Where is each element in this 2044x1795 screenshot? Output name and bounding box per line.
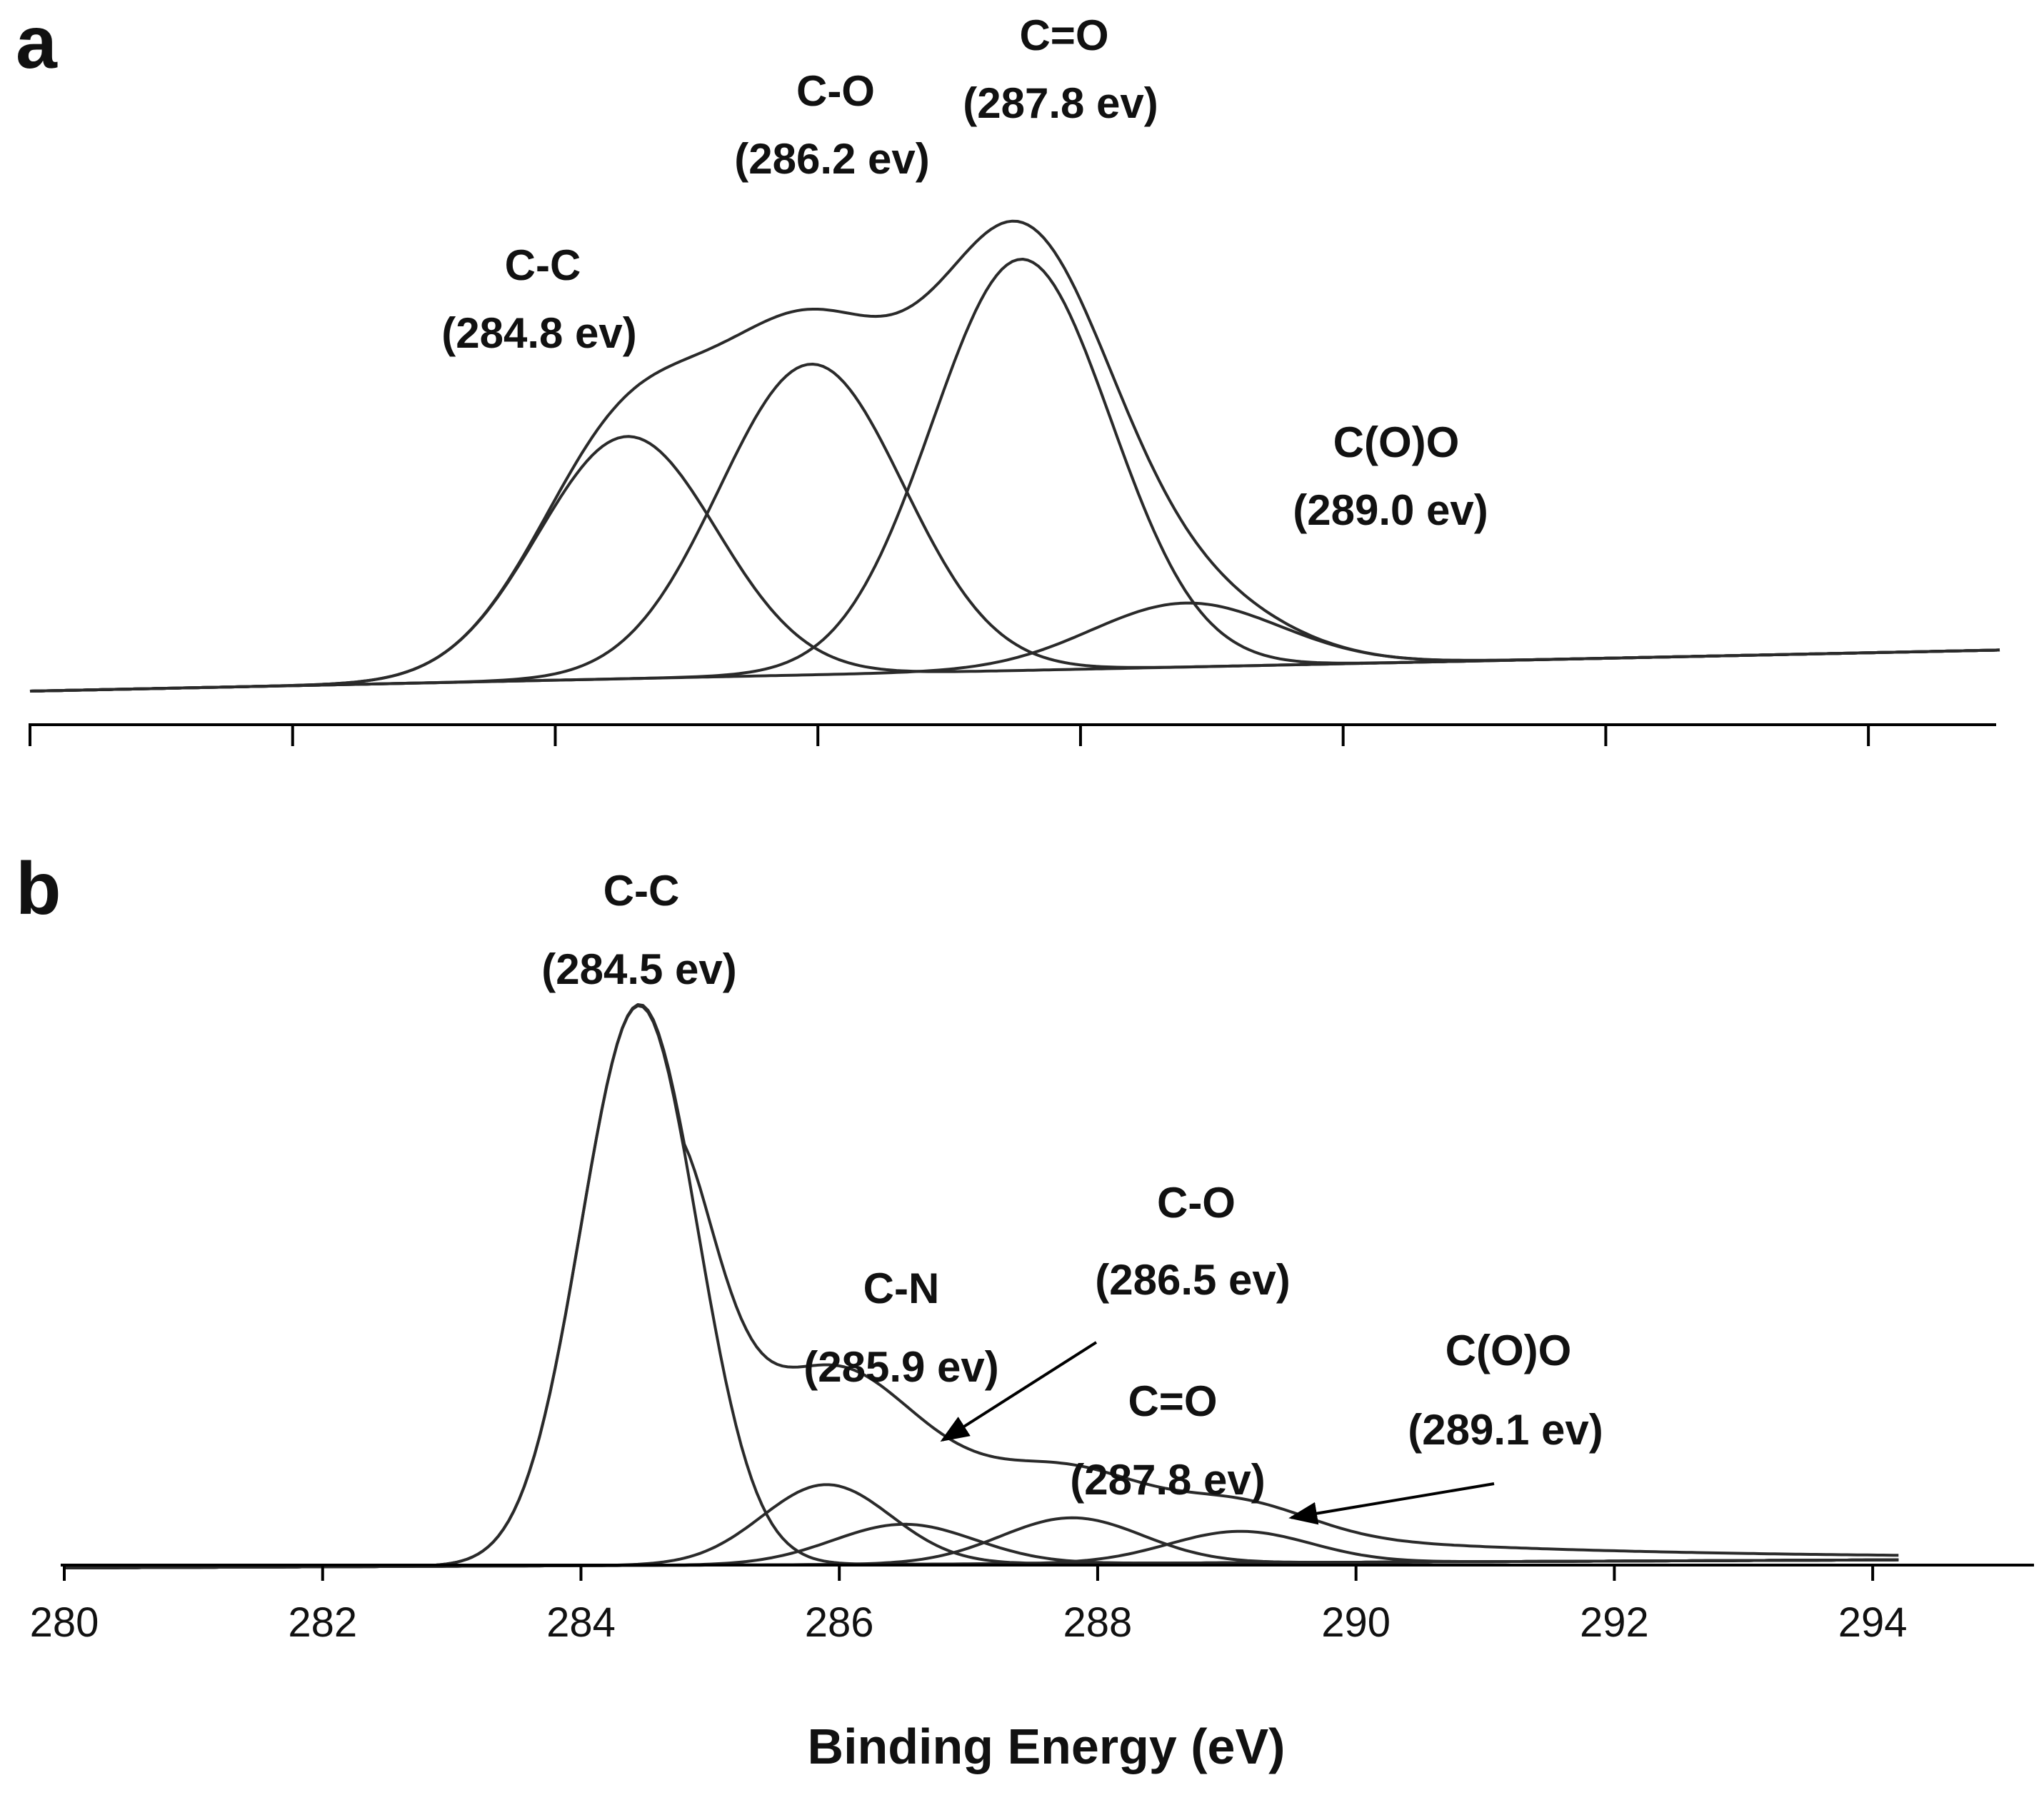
panel-b-x-tick-label: 282 [288,1599,357,1646]
panel-b-x-tick-label: 294 [1838,1599,1908,1646]
peak-label-energy: (289.0 ev) [1293,486,1488,534]
panel-b-x-tick-label: 288 [1063,1599,1133,1646]
panel-b-ticks: 280 282 284 286 288 290 292 294 [30,1565,1908,1646]
panel-a-component-co [29,363,2000,693]
panel-a: a C-C (284.8 ev) C-O (286.2 ev) C=O (287… [16,1,2000,746]
peak-label-energy: (287.8 ev) [963,79,1158,127]
peak-label-name: C=O [1019,11,1108,59]
panel-b-x-tick-label: 286 [805,1599,874,1646]
peak-label-name: C(O)O [1446,1327,1572,1374]
panel-b-x-tick-label: 290 [1321,1599,1391,1646]
panel-a-component-cc [29,435,2000,693]
x-axis-title: Binding Energy (eV) [808,1719,1286,1774]
peak-label-name: C(O)O [1333,418,1460,466]
panel-b-component-cn [64,1483,1899,1569]
peak-label-name: C-N [863,1264,940,1312]
panel-b-annotation-co: C-O (286.5 ev) [940,1179,1291,1442]
peak-label-energy: (289.1 ev) [1408,1406,1603,1454]
panel-b-annotation-c-double-o: C=O (287.8 ev) [1070,1377,1266,1504]
panel-a-component-coo [29,601,2000,693]
peak-label-name: C-O [1157,1179,1236,1227]
panel-b: b 280 282 284 286 288 290 292 294 C-C (284.5 ev… [16,848,2034,1774]
panel-a-annotation-cc: C-C (284.8 ev) [441,241,637,357]
peak-label-name: C-O [796,67,875,115]
panel-b-component-cc [64,1004,1899,1569]
panel-b-x-tick-label: 292 [1580,1599,1649,1646]
panel-b-x-tick-label: 280 [30,1599,99,1646]
panel-a-letter: a [16,1,58,84]
panel-b-x-tick-label: 284 [546,1599,616,1646]
panel-b-letter: b [16,848,61,930]
peak-label-energy: (286.5 ev) [1095,1256,1291,1304]
panel-b-annotation-cn: C-N (285.9 ev) [803,1264,999,1391]
panel-a-envelope-curve [29,219,2000,693]
panel-b-annotation-coo: C(O)O (289.1 ev) [1288,1327,1603,1525]
panel-a-ticks [29,725,1870,746]
panel-a-annotation-coo: C(O)O (289.0 ev) [1293,418,1488,534]
panel-a-annotation-co: C-O (286.2 ev) [734,67,930,183]
panel-b-annotation-cc: C-C (284.5 ev) [541,867,737,993]
annotation-arrow [1288,1482,1495,1525]
peak-label-energy: (284.8 ev) [441,309,637,357]
peak-label-energy: (285.9 ev) [803,1343,999,1391]
peak-label-name: C-C [603,867,680,915]
panel-a-annotation-c-double-o: C=O (287.8 ev) [963,11,1158,127]
panel-a-component-co [29,258,2000,693]
panel-b-envelope-curve [64,1003,1899,1569]
peak-label-energy: (286.2 ev) [734,135,930,183]
peak-label-energy: (284.5 ev) [541,945,737,993]
peak-label-name: C=O [1128,1377,1217,1425]
panel-b-curves [64,1003,1899,1569]
annotation-arrow [940,1341,1098,1442]
peak-label-energy: (287.8 ev) [1070,1456,1266,1504]
peak-label-name: C-C [505,241,581,289]
panel-a-curves [29,219,2000,693]
